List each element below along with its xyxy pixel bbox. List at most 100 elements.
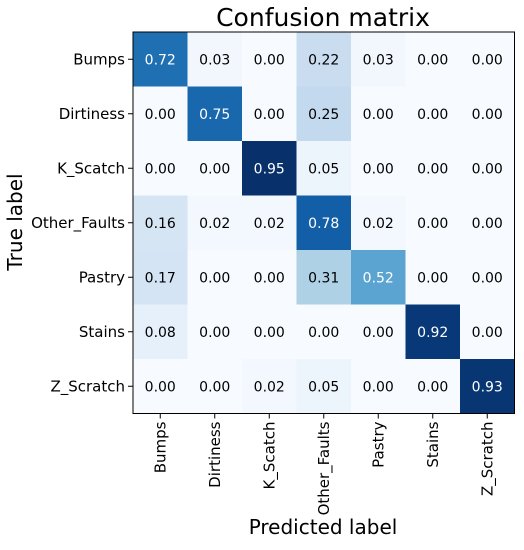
cell-value-label: 0.00 (472, 216, 503, 232)
y-tick-label: K_Scatch (57, 159, 125, 178)
matrix-cell (242, 304, 297, 360)
cell-value-label: 0.00 (417, 270, 448, 286)
x-tick-label: Dirtiness (206, 421, 224, 487)
matrix-cell (296, 86, 352, 142)
matrix-cell (242, 141, 297, 196)
cell-value-label: 0.25 (308, 107, 339, 123)
matrix-cell (460, 86, 515, 142)
matrix-cell (405, 250, 461, 305)
cell-value-label: 0.00 (417, 107, 448, 123)
matrix-cell (133, 195, 188, 251)
cell-value-label: 0.02 (254, 216, 285, 232)
x-tick-label: K_Scatch (260, 422, 279, 490)
matrix-cell (460, 359, 515, 414)
cell-value-label: 0.05 (308, 161, 339, 177)
matrix-cell (187, 32, 243, 87)
cell-value-label: 0.00 (308, 325, 339, 341)
cell-value-label: 0.00 (363, 379, 394, 395)
x-tick-label: Stains (424, 421, 442, 467)
cell-value-label: 0.00 (254, 270, 285, 286)
matrix-cell (405, 195, 461, 251)
x-tick-label: Z_Scratch (478, 422, 497, 497)
matrix-cell (242, 195, 297, 251)
matrix-cell (296, 304, 352, 360)
matrix-cell (242, 86, 297, 142)
cell-value-label: 0.00 (145, 107, 176, 123)
x-axis-title: Predicted label (249, 515, 398, 539)
cell-value-label: 0.02 (363, 216, 394, 232)
matrix-cell (133, 32, 188, 87)
cell-value-label: 0.00 (363, 325, 394, 341)
matrix-cell (296, 359, 352, 414)
cell-value-label: 0.00 (472, 52, 503, 68)
matrix-cell (133, 359, 188, 414)
cell-value-label: 0.00 (472, 161, 503, 177)
cell-value-label: 0.95 (254, 161, 285, 177)
cell-value-label: 0.03 (199, 52, 230, 68)
matrix-cell (460, 250, 515, 305)
matrix-cell (351, 141, 406, 196)
cell-value-label: 0.00 (417, 216, 448, 232)
matrix-cell-labels: 0.72 0.03 0.00 0.22 0.03 0.00 0.00 0.00 0.75 0.00… (145, 52, 503, 395)
y-tick-label: Pastry (79, 268, 125, 286)
cell-value-label: 0.00 (199, 161, 230, 177)
matrix-cell (187, 304, 243, 360)
y-axis-ticks: Bumps Dirtiness K_Scatch Other_Faults Pastry… (31, 50, 133, 396)
cell-value-label: 0.00 (417, 161, 448, 177)
matrix-cell (460, 304, 515, 360)
chart-title: Confusion matrix (216, 3, 430, 32)
cell-value-label: 0.00 (199, 379, 230, 395)
matrix-cell (351, 195, 406, 251)
matrix-cell (405, 359, 461, 414)
cell-value-label: 0.05 (308, 379, 339, 395)
matrix-cell (187, 250, 243, 305)
cell-value-label: 0.92 (417, 325, 448, 341)
matrix-cell (296, 250, 352, 305)
cell-value-label: 0.02 (254, 379, 285, 395)
matrix-cell (187, 359, 243, 414)
cell-value-label: 0.00 (199, 270, 230, 286)
y-axis-title: True label (3, 173, 27, 271)
cell-value-label: 0.08 (145, 325, 176, 341)
matrix-cell (133, 86, 188, 142)
matrix-cell (296, 32, 352, 87)
cell-value-label: 0.00 (145, 161, 176, 177)
matrix-cell (405, 32, 461, 87)
matrix-cell (187, 195, 243, 251)
matrix-cell (405, 141, 461, 196)
cell-value-label: 0.72 (145, 52, 176, 68)
matrix-cell (351, 359, 406, 414)
matrix-cell (405, 304, 461, 360)
matrix-cell (405, 86, 461, 142)
matrix-cell (351, 32, 406, 87)
cell-value-label: 0.78 (308, 216, 339, 232)
cell-value-label: 0.16 (145, 216, 176, 232)
x-tick-label: Pastry (369, 421, 387, 467)
y-tick-label: Bumps (73, 50, 125, 68)
x-tick-label: Bumps (151, 421, 169, 473)
cell-value-label: 0.00 (254, 107, 285, 123)
cell-value-label: 0.00 (472, 270, 503, 286)
matrix-cell (296, 195, 352, 251)
cell-value-label: 0.93 (472, 379, 503, 395)
y-tick-label: Other_Faults (31, 214, 125, 233)
cell-value-label: 0.00 (363, 107, 394, 123)
cell-value-label: 0.00 (363, 161, 394, 177)
cell-value-label: 0.00 (417, 379, 448, 395)
cell-value-label: 0.52 (363, 270, 394, 286)
matrix-cell (460, 141, 515, 196)
cell-value-label: 0.00 (472, 325, 503, 341)
matrix-cell (133, 304, 188, 360)
cell-value-label: 0.22 (308, 52, 339, 68)
cell-value-label: 0.00 (417, 52, 448, 68)
matrix-cell (242, 359, 297, 414)
matrix-cell (187, 141, 243, 196)
matrix-cell (242, 32, 297, 87)
y-tick-label: Stains (79, 323, 125, 341)
y-tick-label: Dirtiness (59, 105, 125, 123)
matrix-cell (351, 250, 406, 305)
cell-value-label: 0.02 (199, 216, 230, 232)
matrix-cell (133, 141, 188, 196)
cell-value-label: 0.17 (145, 270, 176, 286)
matrix-cell (187, 86, 243, 142)
